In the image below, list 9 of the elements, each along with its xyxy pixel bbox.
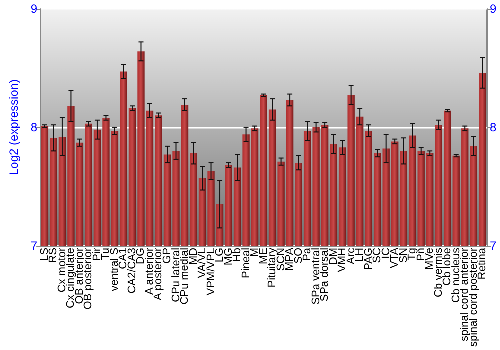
- x-tick-label: OB posterior: [82, 248, 95, 310]
- y-axis-title: Log2 (expression): [7, 79, 21, 176]
- x-tick-label: Tg: [406, 248, 419, 261]
- y2-tick-label: 9: [490, 2, 497, 16]
- y2-tick-label: 8: [490, 120, 497, 134]
- y-tick-label: 8: [30, 120, 38, 134]
- y2-tick-label: 7: [490, 238, 497, 253]
- y-tick-label: 7: [30, 238, 38, 253]
- y-tick-label: 9: [30, 2, 38, 16]
